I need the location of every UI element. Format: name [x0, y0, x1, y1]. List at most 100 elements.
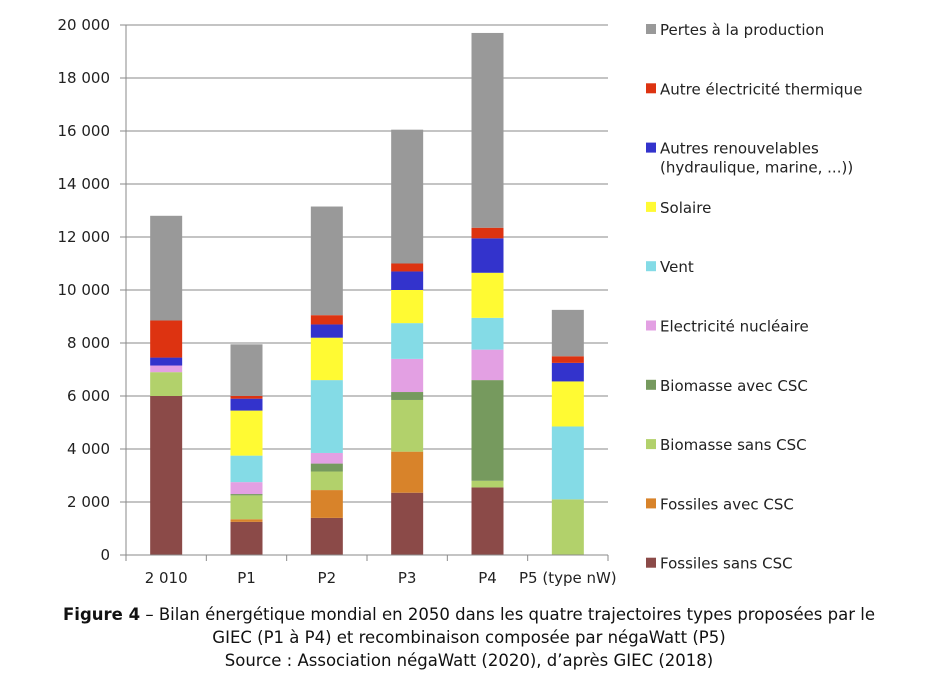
- bar-segment-2-3: [310, 463, 343, 472]
- caption-line-1: Figure 4 – Bilan énergétique mondial en …: [0, 603, 938, 626]
- bar-segment-2-6: [310, 337, 343, 381]
- bar-segment-4-8: [471, 227, 504, 239]
- x-tick-label: 2 010: [145, 569, 188, 587]
- bar-segment-3-6: [391, 290, 424, 324]
- bar-segment-1-8: [230, 396, 263, 399]
- bar-segment-0-9: [150, 215, 183, 321]
- bar-segment-4-7: [471, 238, 504, 273]
- bar-segment-1-3: [230, 494, 263, 496]
- bar-segment-2-2: [310, 471, 343, 491]
- y-tick-label: 20 000: [58, 16, 111, 34]
- y-tick-label: 6 000: [67, 387, 110, 405]
- bar-segment-1-9: [230, 344, 263, 396]
- bar-segment-4-4: [471, 349, 504, 381]
- legend-swatch: [646, 201, 656, 212]
- legend-label: Biomasse sans CSC: [660, 436, 807, 454]
- bar-segment-5-8: [551, 356, 584, 363]
- y-tick-labels: 0 2 000 4 000 6 000 8 000 10 000 12 000 14 000 1…: [58, 16, 111, 564]
- bar-segment-5-7: [551, 362, 584, 382]
- bar-segment-4-3: [471, 380, 504, 481]
- legend-swatch: [646, 439, 656, 450]
- bar-segment-3-8: [391, 263, 424, 272]
- legend-swatch: [646, 557, 656, 568]
- bar-segment-2-9: [310, 206, 343, 316]
- legend-label: Pertes à la production: [660, 21, 824, 39]
- legend-swatch: [646, 379, 656, 390]
- legend: Pertes à la production Autre électricité …: [646, 21, 862, 573]
- figure-caption: Figure 4 – Bilan énergétique mondial en …: [0, 603, 938, 672]
- caption-line-3: Source : Association négaWatt (2020), d’…: [224, 651, 714, 670]
- bar-segment-1-6: [230, 410, 263, 456]
- legend-label: Solaire: [660, 199, 711, 217]
- caption-title-text: – Bilan énergétique mondial en 2050 dans…: [140, 605, 875, 624]
- bar-segment-1-0: [230, 521, 263, 555]
- bar-segment-2-8: [310, 315, 343, 325]
- legend-swatch: [646, 498, 656, 509]
- bar-segment-3-1: [391, 451, 424, 493]
- y-tick-label: 10 000: [58, 281, 111, 299]
- legend-swatch: [646, 24, 656, 34]
- bar-segment-0-8: [150, 320, 183, 358]
- bar-segment-4-6: [471, 272, 504, 318]
- bar-segment-1-7: [230, 398, 263, 411]
- legend-label: Autre électricité thermique: [660, 80, 862, 98]
- bar-segment-0-7: [150, 357, 183, 366]
- bar-segment-4-9: [471, 32, 504, 228]
- x-tick-labels: 2 010 P1 P2 P3 P4 P5 (type nW): [145, 569, 617, 587]
- y-tick-label: 14 000: [58, 175, 111, 193]
- caption-line-2: GIEC (P1 à P4) et recombinaison composée…: [212, 628, 726, 647]
- bar-segment-4-5: [471, 317, 504, 350]
- bar-segment-2-7: [310, 324, 343, 338]
- legend-label: Fossiles avec CSC: [660, 495, 794, 513]
- bar-segment-3-4: [391, 358, 424, 393]
- bar-segment-1-1: [230, 519, 263, 522]
- bar-segment-3-5: [391, 323, 424, 359]
- bar-segment-5-5: [551, 426, 584, 500]
- axes: [120, 24, 609, 561]
- x-tick-label: P5 (type nW): [519, 569, 617, 587]
- bar-segment-2-0: [310, 517, 343, 555]
- x-tick-label: P2: [318, 569, 337, 587]
- legend-swatch: [646, 261, 656, 272]
- y-tick-label: 2 000: [67, 493, 110, 511]
- bar-segment-5-6: [551, 381, 584, 427]
- x-tick-label: P1: [237, 569, 256, 587]
- bar-segment-1-2: [230, 495, 263, 520]
- bar-segment-0-2: [150, 372, 183, 396]
- y-tick-label: 18 000: [58, 69, 111, 87]
- legend-swatch: [646, 320, 656, 331]
- bar-segment-0-4: [150, 365, 183, 373]
- bars: [150, 32, 584, 555]
- bar-segment-3-3: [391, 392, 424, 400]
- bar-segment-5-9: [551, 309, 584, 357]
- bar-segment-4-2: [471, 480, 504, 488]
- legend-label: Vent: [660, 258, 694, 276]
- y-tick-label: 0: [100, 546, 110, 564]
- bar-segment-1-5: [230, 455, 263, 483]
- legend-label: Autres renouvelables (hydraulique, marine…: [660, 140, 853, 177]
- legend-swatch: [646, 83, 656, 94]
- bar-segment-2-5: [310, 380, 343, 453]
- bar-segment-3-9: [391, 129, 424, 264]
- x-tick-label: P4: [478, 569, 497, 587]
- bar-segment-4-0: [471, 487, 504, 555]
- legend-label: Fossiles sans CSC: [660, 555, 793, 573]
- y-tick-label: 4 000: [67, 440, 110, 458]
- legend-label: Biomasse avec CSC: [660, 377, 808, 395]
- y-tick-label: 8 000: [67, 334, 110, 352]
- stacked-bar-chart: 0 2 000 4 000 6 000 8 000 10 000 12 000 14 000 1…: [58, 16, 863, 587]
- gridlines: [126, 24, 608, 503]
- bar-segment-0-0: [150, 396, 183, 555]
- bar-segment-1-4: [230, 482, 263, 495]
- legend-label: Electricité nucléaire: [660, 318, 809, 336]
- legend-swatch: [646, 142, 656, 153]
- bar-segment-2-4: [310, 452, 343, 464]
- caption-figure-label: Figure 4: [63, 605, 141, 624]
- bar-segment-3-2: [391, 399, 424, 452]
- y-tick-label: 12 000: [58, 228, 111, 246]
- y-tick-label: 16 000: [58, 122, 111, 140]
- x-tick-label: P3: [398, 569, 417, 587]
- bar-segment-5-2: [551, 499, 584, 555]
- bar-segment-2-1: [310, 490, 343, 518]
- bar-segment-3-7: [391, 271, 424, 290]
